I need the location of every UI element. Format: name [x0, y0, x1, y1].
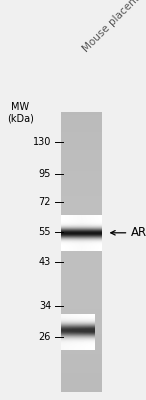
Text: 130: 130 [33, 137, 51, 147]
Text: 26: 26 [39, 332, 51, 342]
Text: 34: 34 [39, 301, 51, 311]
Text: 43: 43 [39, 257, 51, 267]
Text: Mouse placenta: Mouse placenta [81, 0, 146, 54]
Text: 72: 72 [39, 197, 51, 207]
Text: ARSB: ARSB [131, 226, 146, 239]
Text: MW
(kDa): MW (kDa) [7, 102, 34, 124]
Text: 95: 95 [39, 169, 51, 179]
Text: 55: 55 [39, 227, 51, 237]
